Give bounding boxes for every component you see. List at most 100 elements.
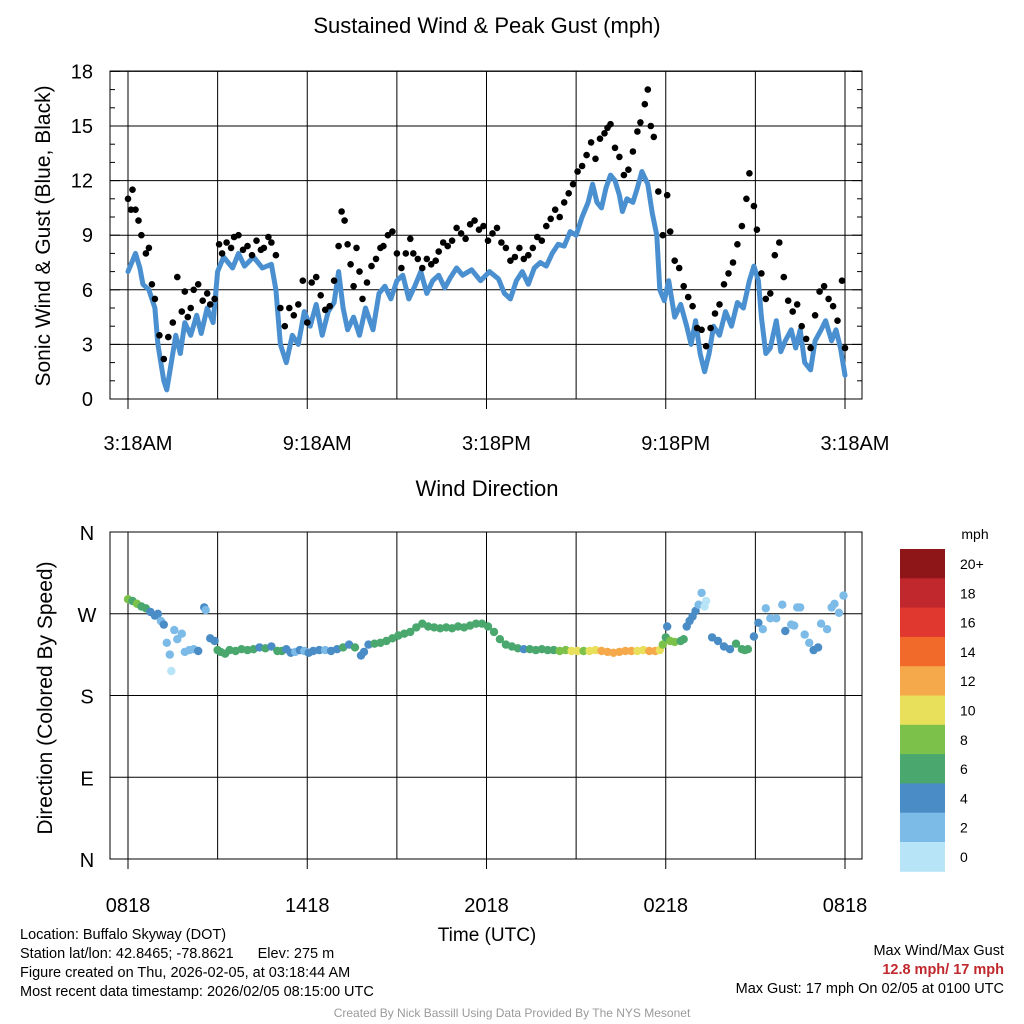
peak-gust-point xyxy=(816,288,823,295)
direction-point xyxy=(805,638,814,647)
colorbar-label: 10 xyxy=(960,703,976,719)
peak-gust-point xyxy=(762,295,770,303)
peak-gust-point xyxy=(807,344,814,352)
speed-chart-frame xyxy=(109,70,863,400)
peak-gust-point xyxy=(190,286,197,294)
peak-gust-point xyxy=(493,224,501,232)
peak-gust-point xyxy=(187,304,194,312)
peak-gust-point xyxy=(753,226,761,233)
direction-point xyxy=(201,605,210,615)
colorbar-swatch xyxy=(900,695,945,726)
peak-gust-point xyxy=(484,237,492,244)
direction-point xyxy=(658,640,667,649)
direction-point xyxy=(725,645,735,654)
direction-point xyxy=(579,646,588,656)
peak-gust-point xyxy=(148,281,156,288)
direction-point xyxy=(194,646,203,656)
direction-point xyxy=(701,596,711,606)
peak-gust-point xyxy=(194,281,202,288)
peak-gust-point xyxy=(729,259,737,266)
colorbar-label: 6 xyxy=(960,761,968,777)
direction-xtick-label: 1418 xyxy=(285,895,330,917)
peak-gust-point xyxy=(644,86,652,93)
speed-xtick-label: 3:18AM xyxy=(821,433,890,455)
peak-gust-point xyxy=(211,295,218,303)
sustained-wind-line xyxy=(125,169,848,393)
colorbar-swatch xyxy=(900,754,945,784)
peak-gust-point xyxy=(675,264,683,272)
max-gust-time: Max Gust: 17 mph On 02/05 at 0100 UTC xyxy=(735,981,1004,997)
speed-chart-grid xyxy=(110,70,862,399)
peak-gust-point xyxy=(574,168,581,175)
direction-point xyxy=(772,614,781,623)
peak-gust-point xyxy=(711,310,719,317)
peak-gust-point xyxy=(312,273,320,281)
direction-point xyxy=(813,643,823,652)
direction-point xyxy=(822,625,832,634)
peak-gust-point xyxy=(199,297,206,305)
direction-point xyxy=(267,642,276,651)
peak-gust-point xyxy=(350,282,357,290)
direction-chart-ylabel: Direction (Colored By Speed) xyxy=(34,561,57,834)
peak-gust-point xyxy=(448,237,456,244)
direction-point xyxy=(713,636,723,646)
max-values: 12.8 mph/ 17 mph xyxy=(882,962,1004,978)
peak-gust-point xyxy=(353,244,360,252)
peak-gust-point xyxy=(780,273,788,281)
peak-gust-point xyxy=(578,162,586,170)
peak-gust-point xyxy=(647,122,655,130)
peak-gust-point xyxy=(650,133,658,141)
peak-gust-point xyxy=(347,261,354,268)
peak-gust-point xyxy=(169,319,177,326)
peak-gust-point xyxy=(529,244,537,252)
peak-gust-point xyxy=(335,242,342,250)
peak-gust-point xyxy=(629,148,637,155)
direction-point xyxy=(165,650,174,659)
elevation-text: Elev: 275 m xyxy=(257,946,335,962)
speed-ytick-label: 15 xyxy=(71,116,93,138)
peak-gust-point xyxy=(156,332,163,339)
direction-point xyxy=(766,614,775,623)
direction-chart-frame xyxy=(109,531,863,860)
peak-gust-point xyxy=(702,342,710,350)
peak-gust-point xyxy=(368,262,375,270)
direction-xtick-label: 0818 xyxy=(823,895,868,917)
direction-point xyxy=(170,625,179,635)
direction-point xyxy=(778,600,787,609)
peak-gust-point xyxy=(244,242,251,250)
peak-gust-point xyxy=(427,261,435,268)
peak-gust-point xyxy=(666,228,674,235)
peak-gust-point xyxy=(616,153,623,161)
peak-gust-point xyxy=(432,257,440,265)
peak-gust-point xyxy=(457,230,465,237)
speed-ytick-label: 18 xyxy=(71,61,93,83)
direction-chart-xlabel: Time (UTC) xyxy=(438,925,537,946)
direction-point xyxy=(834,608,844,617)
direction-ytick-label: E xyxy=(80,768,93,790)
direction-point xyxy=(749,632,759,641)
peak-gust-point xyxy=(520,255,528,263)
direction-point xyxy=(816,619,826,628)
peak-gust-point xyxy=(592,155,599,163)
colorbar-label: 20+ xyxy=(960,556,984,572)
peak-gust-point xyxy=(707,324,714,332)
colorbar-label: 16 xyxy=(960,615,976,631)
peak-gust-point xyxy=(160,355,168,363)
direction-point xyxy=(359,647,369,657)
peak-gust-point xyxy=(184,313,192,321)
colorbar-swatch xyxy=(900,812,945,843)
peak-gust-point xyxy=(308,279,316,286)
peak-gust-point xyxy=(326,302,334,310)
peak-gust-point xyxy=(480,222,487,230)
peak-gust-point xyxy=(611,144,619,152)
peak-gust-point xyxy=(414,255,422,263)
colorbar-label: 14 xyxy=(960,644,976,660)
peak-gust-point xyxy=(841,344,849,352)
direction-point xyxy=(167,666,176,676)
peak-gust-point xyxy=(684,293,692,301)
colorbar-label: 18 xyxy=(960,585,976,601)
peak-gust-point xyxy=(725,270,732,277)
direction-point xyxy=(519,645,528,654)
direction-xtick-label: 0218 xyxy=(644,895,689,917)
